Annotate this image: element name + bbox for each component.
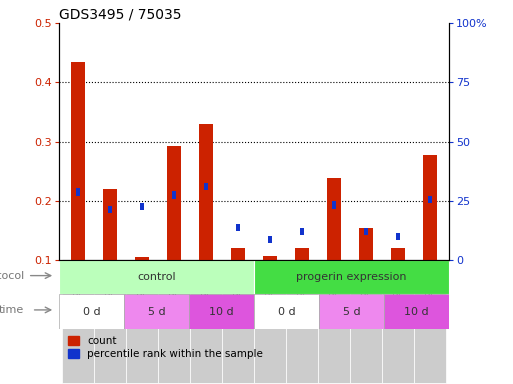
Bar (268, 236, 272, 243)
Bar (294, 248, 309, 319)
Bar (71, 61, 85, 319)
Text: control: control (137, 272, 176, 282)
Text: protocol: protocol (0, 271, 24, 281)
Bar (59, 260, 254, 295)
Bar (364, 228, 368, 235)
Bar (327, 178, 341, 319)
Bar (231, 248, 245, 319)
Bar (263, 256, 277, 319)
Bar (62, 267, 94, 384)
Bar (140, 203, 144, 210)
Bar (135, 257, 149, 319)
Bar (332, 202, 336, 209)
Text: 0 d: 0 d (83, 307, 101, 317)
Text: 10 d: 10 d (209, 307, 234, 317)
Bar (286, 267, 318, 384)
Bar (108, 206, 112, 214)
Bar (59, 295, 124, 329)
Bar (222, 267, 254, 384)
Text: progerin expression: progerin expression (296, 272, 407, 282)
Bar (94, 267, 126, 384)
Text: time: time (0, 305, 24, 315)
Bar (318, 267, 350, 384)
Bar (124, 295, 189, 329)
Bar (390, 248, 405, 319)
Text: 0 d: 0 d (278, 307, 295, 317)
Text: 5 d: 5 d (148, 307, 165, 317)
Bar (190, 267, 222, 384)
Bar (396, 233, 400, 240)
Text: 10 d: 10 d (404, 307, 429, 317)
Bar (319, 295, 384, 329)
Bar (158, 267, 190, 384)
Bar (384, 295, 449, 329)
Text: GDS3495 / 75035: GDS3495 / 75035 (59, 8, 182, 22)
Bar (382, 267, 413, 384)
Bar (350, 267, 382, 384)
Bar (126, 267, 158, 384)
Bar (167, 146, 181, 319)
Bar (254, 267, 286, 384)
Bar (172, 191, 176, 199)
Bar (428, 195, 431, 203)
Text: 5 d: 5 d (343, 307, 360, 317)
Legend: count, percentile rank within the sample: count, percentile rank within the sample (64, 332, 267, 363)
Bar (254, 260, 449, 295)
Bar (103, 189, 117, 319)
Bar (236, 224, 240, 231)
Bar (204, 182, 208, 190)
Bar (76, 189, 80, 195)
Bar (413, 267, 446, 384)
Bar (189, 295, 254, 329)
Bar (254, 295, 319, 329)
Bar (423, 155, 437, 319)
Bar (359, 228, 373, 319)
Bar (199, 124, 213, 319)
Bar (300, 228, 304, 235)
